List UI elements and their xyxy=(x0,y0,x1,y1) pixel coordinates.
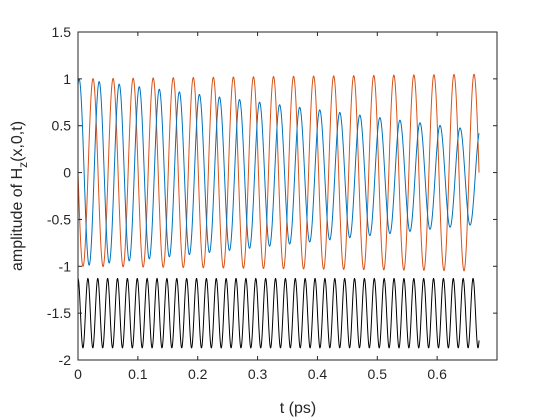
x-tick-label: 0.6 xyxy=(427,366,447,382)
x-tick-label: 0.2 xyxy=(188,366,208,382)
y-axis-label-sub: z xyxy=(16,162,30,168)
x-tick-label: 0.4 xyxy=(308,366,328,382)
series-line-3 xyxy=(77,277,480,349)
svg-text:amplitude of Hz(x,0,t): amplitude of Hz(x,0,t) xyxy=(9,121,30,271)
y-tick-label: 0.5 xyxy=(52,118,72,134)
y-tick-label: 1 xyxy=(63,71,71,87)
plot-area-box xyxy=(77,31,498,361)
x-axis-label: t (ps) xyxy=(280,400,316,417)
x-tick-label: 0.3 xyxy=(248,366,268,382)
y-axis-label-main: amplitude of H xyxy=(9,168,26,271)
x-tick-label: 0 xyxy=(74,366,82,382)
x-tick-label: 0.1 xyxy=(128,366,148,382)
y-tick-label: -2 xyxy=(59,352,72,368)
x-ticks: 0 0.1 0.2 0.3 0.4 0.5 0.6 xyxy=(74,32,447,382)
series-layer xyxy=(77,73,480,349)
series-line-2 xyxy=(77,78,480,266)
y-tick-label: -1 xyxy=(59,258,72,274)
y-tick-label: -1.5 xyxy=(47,305,71,321)
series-line-1 xyxy=(77,73,480,272)
y-axis-label: amplitude of Hz(x,0,t) xyxy=(9,121,30,271)
y-axis-label-tail: (x,0,t) xyxy=(9,121,26,162)
y-ticks: 1.5 1 0.5 0 -0.5 -1 -1.5 -2 xyxy=(47,24,497,368)
x-tick-label: 0.5 xyxy=(368,366,388,382)
y-tick-label: 0 xyxy=(63,165,71,181)
y-tick-label: -0.5 xyxy=(47,211,71,227)
y-tick-label: 1.5 xyxy=(52,24,72,40)
